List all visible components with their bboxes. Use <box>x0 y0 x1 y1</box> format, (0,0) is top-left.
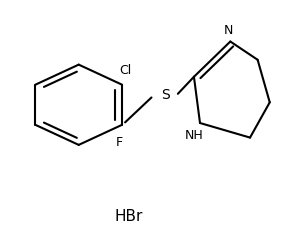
Text: N: N <box>224 24 233 37</box>
Text: F: F <box>115 136 123 149</box>
Text: Cl: Cl <box>119 64 131 77</box>
Text: HBr: HBr <box>114 209 143 224</box>
Text: S: S <box>161 88 170 102</box>
Text: NH: NH <box>185 129 203 142</box>
